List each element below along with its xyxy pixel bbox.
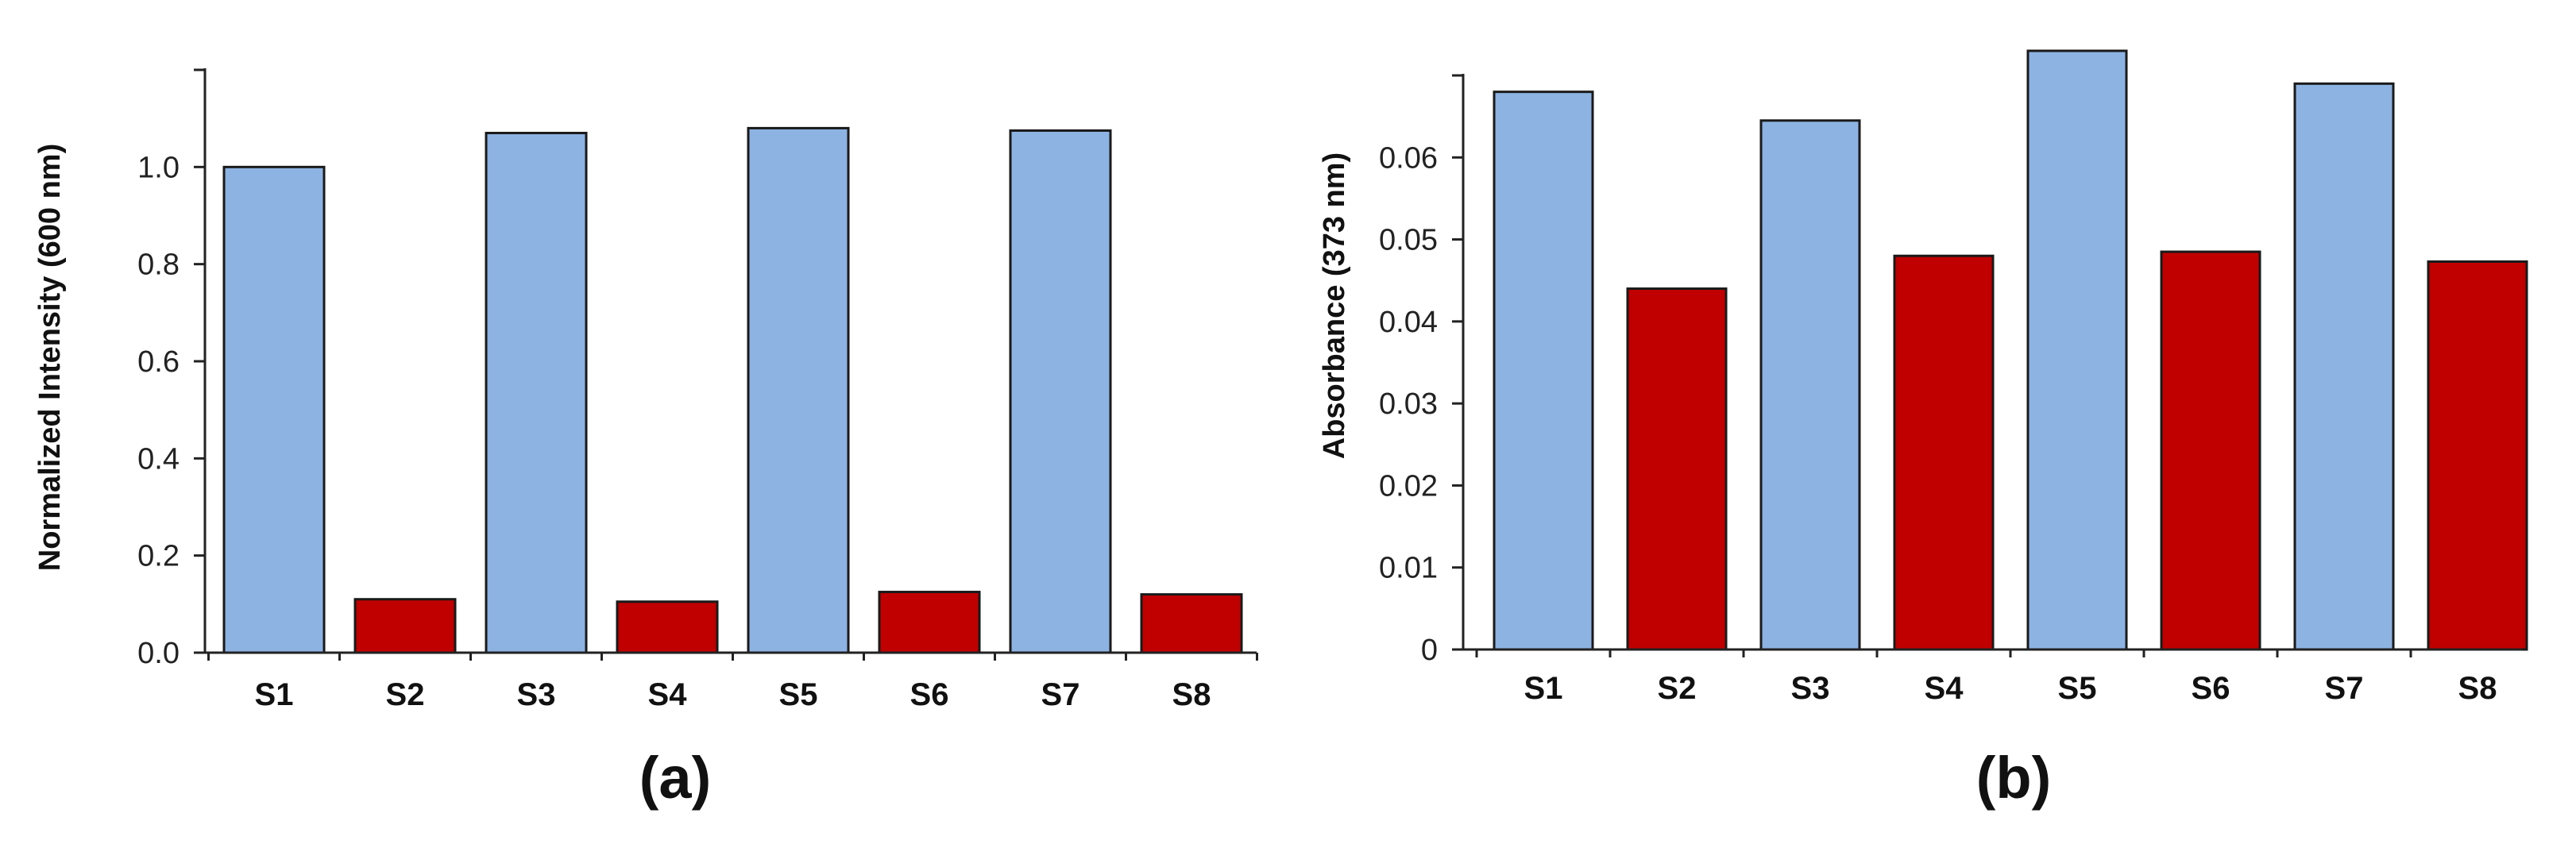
- chart-a-x-label-s1: S1: [255, 677, 294, 712]
- chart-a-y-tick-label: 1.0: [137, 151, 180, 184]
- chart-a-x-label-s4: S4: [648, 677, 688, 712]
- chart-a: 0.0 0.2 0.4 0.6 0.8 1.0 S1 S2 S3 S4 S5 S6 S7 S8 Normal…: [33, 68, 1258, 811]
- chart-b-y-tick-label: 0.05: [1379, 224, 1438, 257]
- chart-b-bar-s2: [1626, 287, 1728, 651]
- chart-b-x-label-s5: S5: [2058, 671, 2097, 706]
- chart-b-y-tick-label: 0: [1421, 634, 1438, 667]
- chart-b-y-tick-label: 0.04: [1379, 306, 1438, 339]
- chart-a-y-tick-label: 0.2: [137, 540, 180, 573]
- chart-b-bar-s5: [2026, 49, 2128, 651]
- chart-b-x-label-s8: S8: [2458, 671, 2497, 706]
- chart-a-x-label-s2: S2: [386, 677, 425, 712]
- chart-a-x-label-s3: S3: [517, 677, 556, 712]
- chart-b-y-tick-label: 0.06: [1379, 141, 1438, 175]
- chart-b-x-label-s7: S7: [2325, 671, 2364, 706]
- chart-b-bar-s4: [1893, 254, 1995, 651]
- chart-a-panel-label: (a): [639, 745, 711, 811]
- chart-b-x-label-s4: S4: [1925, 671, 1964, 706]
- chart-a-x-label-s7: S7: [1041, 677, 1080, 712]
- chart-b-x-label-s1: S1: [1524, 671, 1563, 706]
- chart-a-bar-s8: [1140, 593, 1243, 654]
- chart-a-y-tick-label: 0.8: [137, 249, 180, 282]
- chart-a-bar-s3: [485, 132, 588, 654]
- chart-b-y-tick-label: 0.03: [1379, 387, 1438, 421]
- chart-b-y-tick-label: 0.01: [1379, 552, 1438, 585]
- chart-b-x-label-s6: S6: [2192, 671, 2230, 706]
- chart-b-x-label-s2: S2: [1658, 671, 1697, 706]
- chart-a-y-tick-label: 0.4: [137, 442, 180, 476]
- chart-b-bar-s1: [1493, 91, 1594, 651]
- chart-a-y-axis-title: Normalized Intensity (600 nm): [33, 144, 67, 571]
- chart-b-y-axis-title: Absorbance (373 nm): [1318, 152, 1351, 459]
- chart-b: 0 0.01 0.02 0.03 0.04 0.05 0.06 S1 S2 S3 S4 S5 S6 S7 S…: [1318, 49, 2528, 811]
- chart-a-bar-s7: [1009, 129, 1112, 654]
- chart-a-x-label-s8: S8: [1172, 677, 1211, 712]
- chart-b-y-tick-label: 0.02: [1379, 469, 1438, 503]
- chart-a-bar-s6: [878, 591, 981, 654]
- chart-b-bar-s8: [2427, 260, 2528, 651]
- chart-a-bar-s2: [353, 598, 457, 654]
- chart-b-bar-s7: [2293, 82, 2395, 651]
- chart-a-bar-s4: [616, 600, 719, 654]
- chart-b-bar-s3: [1759, 119, 1861, 651]
- chart-a-y-tick-label: 0.0: [137, 637, 180, 670]
- chart-a-bar-s5: [747, 126, 850, 654]
- chart-a-bar-s1: [222, 165, 326, 654]
- chart-a-x-label-s6: S6: [910, 677, 949, 712]
- chart-a-y-tick-label: 0.6: [137, 345, 180, 379]
- chart-a-x-label-s5: S5: [779, 677, 818, 712]
- chart-b-bar-s6: [2160, 250, 2261, 651]
- chart-b-x-label-s3: S3: [1791, 671, 1830, 706]
- chart-b-panel-label: (b): [1976, 745, 2052, 811]
